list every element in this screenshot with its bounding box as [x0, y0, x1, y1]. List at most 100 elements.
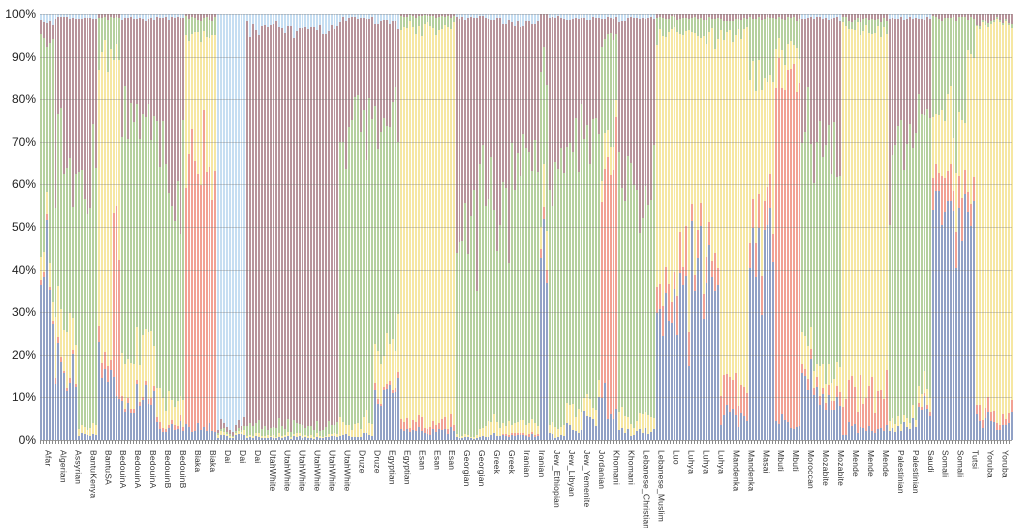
admixture-bar-Biaka[interactable]: [201, 14, 205, 440]
bar-segment-blue[interactable]: [446, 433, 449, 440]
bar-segment-blue[interactable]: [754, 276, 757, 440]
admixture-bar-Palestinian[interactable]: [902, 14, 906, 440]
bar-segment-blue[interactable]: [295, 436, 298, 440]
bar-segment-maroon[interactable]: [667, 14, 670, 19]
bar-segment-blue[interactable]: [330, 436, 333, 440]
bar-segment-yellow[interactable]: [156, 387, 159, 417]
admixture-bar-Druze[interactable]: [347, 14, 350, 440]
bar-segment-yellow[interactable]: [766, 82, 769, 187]
admixture-bar-Mende[interactable]: [876, 14, 879, 440]
bar-segment-salmon[interactable]: [728, 376, 731, 412]
admixture-bar-Luo[interactable]: [687, 14, 690, 440]
admixture-bar-Jew_Libyan[interactable]: [559, 14, 563, 440]
bar-segment-lightblue[interactable]: [505, 14, 507, 24]
bar-segment-maroon[interactable]: [786, 14, 789, 17]
bar-segment-maroon[interactable]: [769, 14, 772, 19]
bar-segment-lightblue[interactable]: [589, 14, 592, 20]
bar-segment-green[interactable]: [374, 106, 377, 345]
bar-segment-green[interactable]: [865, 18, 868, 26]
bar-segment-salmon[interactable]: [990, 412, 993, 421]
bar-segment-lightblue[interactable]: [824, 14, 827, 18]
bar-segment-green[interactable]: [202, 17, 205, 31]
admixture-bar-UtahWhite[interactable]: [329, 14, 333, 440]
bar-segment-maroon[interactable]: [385, 19, 388, 127]
bar-segment-yellow[interactable]: [289, 437, 292, 439]
bar-segment-blue[interactable]: [188, 427, 191, 440]
bar-segment-green[interactable]: [850, 21, 853, 30]
bar-segment-green[interactable]: [292, 420, 295, 435]
bar-segment-maroon[interactable]: [380, 20, 382, 133]
bar-segment-yellow[interactable]: [60, 308, 63, 358]
bar-segment-green[interactable]: [749, 17, 752, 80]
bar-segment-maroon[interactable]: [673, 14, 676, 17]
bar-segment-salmon[interactable]: [162, 428, 164, 433]
bar-segment-lightblue[interactable]: [618, 14, 621, 22]
admixture-bar-Yoruba[interactable]: [977, 14, 981, 440]
bar-segment-lightblue[interactable]: [487, 14, 490, 20]
bar-segment-yellow[interactable]: [871, 33, 874, 377]
bar-segment-yellow[interactable]: [772, 81, 775, 234]
bar-segment-yellow[interactable]: [493, 414, 496, 434]
bar-segment-yellow[interactable]: [478, 428, 481, 438]
admixture-bar-Afar[interactable]: [50, 14, 54, 440]
admixture-bar-Assyrian[interactable]: [85, 14, 89, 440]
bar-segment-maroon[interactable]: [629, 16, 632, 164]
bar-segment-yellow[interactable]: [717, 39, 720, 269]
bar-segment-maroon[interactable]: [635, 18, 638, 191]
bar-segment-blue[interactable]: [414, 430, 417, 440]
bar-segment-salmon[interactable]: [205, 172, 208, 432]
admixture-bar-Khomani[interactable]: [608, 14, 612, 440]
bar-segment-yellow[interactable]: [484, 425, 487, 438]
admixture-bar-Khomani[interactable]: [614, 14, 618, 440]
bar-segment-blue[interactable]: [455, 437, 458, 440]
bar-segment-blue[interactable]: [310, 437, 313, 440]
bar-segment-yellow[interactable]: [234, 432, 237, 435]
bar-segment-green[interactable]: [324, 426, 327, 436]
bar-segment-blue[interactable]: [810, 359, 813, 440]
bar-segment-lightblue[interactable]: [499, 14, 502, 18]
bar-segment-maroon[interactable]: [289, 26, 292, 432]
bar-segment-green[interactable]: [45, 46, 48, 192]
bar-segment-green[interactable]: [188, 18, 191, 42]
bar-segment-maroon[interactable]: [103, 14, 106, 17]
bar-segment-salmon[interactable]: [69, 378, 71, 384]
bar-segment-maroon[interactable]: [467, 18, 470, 255]
bar-segment-salmon[interactable]: [391, 390, 394, 394]
bar-segment-yellow[interactable]: [720, 29, 722, 396]
bar-segment-yellow[interactable]: [40, 256, 42, 280]
bar-segment-maroon[interactable]: [563, 19, 566, 174]
admixture-bar-Afar[interactable]: [47, 14, 51, 440]
bar-segment-yellow[interactable]: [118, 60, 121, 260]
bar-segment-green[interactable]: [702, 19, 705, 36]
bar-segment-maroon[interactable]: [281, 27, 284, 426]
bar-segment-green[interactable]: [365, 160, 368, 410]
bar-segment-salmon[interactable]: [1007, 412, 1010, 423]
bar-segment-green[interactable]: [609, 33, 612, 147]
bar-segment-blue[interactable]: [888, 431, 891, 440]
bar-segment-maroon[interactable]: [507, 19, 510, 263]
admixture-bar-Egyptian[interactable]: [393, 14, 397, 440]
bar-segment-maroon[interactable]: [319, 25, 321, 431]
bar-segment-salmon[interactable]: [63, 370, 66, 374]
bar-segment-lightblue[interactable]: [801, 14, 804, 20]
admixture-bar-Biaka[interactable]: [213, 14, 217, 440]
bar-segment-salmon[interactable]: [935, 163, 938, 191]
bar-segment-green[interactable]: [339, 141, 342, 417]
bar-segment-blue[interactable]: [577, 432, 580, 440]
bar-segment-green[interactable]: [818, 120, 821, 367]
bar-segment-green[interactable]: [275, 428, 278, 437]
admixture-bar-Esan[interactable]: [437, 14, 441, 440]
bar-segment-salmon[interactable]: [763, 200, 766, 231]
admixture-bar-Somali[interactable]: [934, 14, 938, 440]
bar-segment-blue[interactable]: [531, 434, 534, 440]
bar-segment-green[interactable]: [821, 156, 824, 365]
bar-segment-yellow[interactable]: [51, 302, 54, 321]
bar-segment-salmon[interactable]: [778, 58, 781, 424]
bar-segment-yellow[interactable]: [519, 419, 522, 433]
bar-segment-yellow[interactable]: [821, 364, 824, 388]
bar-segment-yellow[interactable]: [603, 132, 606, 169]
admixture-bar-UtahWhite[interactable]: [323, 14, 327, 440]
admixture-bar-Mozabite[interactable]: [832, 14, 836, 440]
bar-segment-maroon[interactable]: [211, 14, 214, 21]
bar-segment-maroon[interactable]: [388, 24, 391, 127]
